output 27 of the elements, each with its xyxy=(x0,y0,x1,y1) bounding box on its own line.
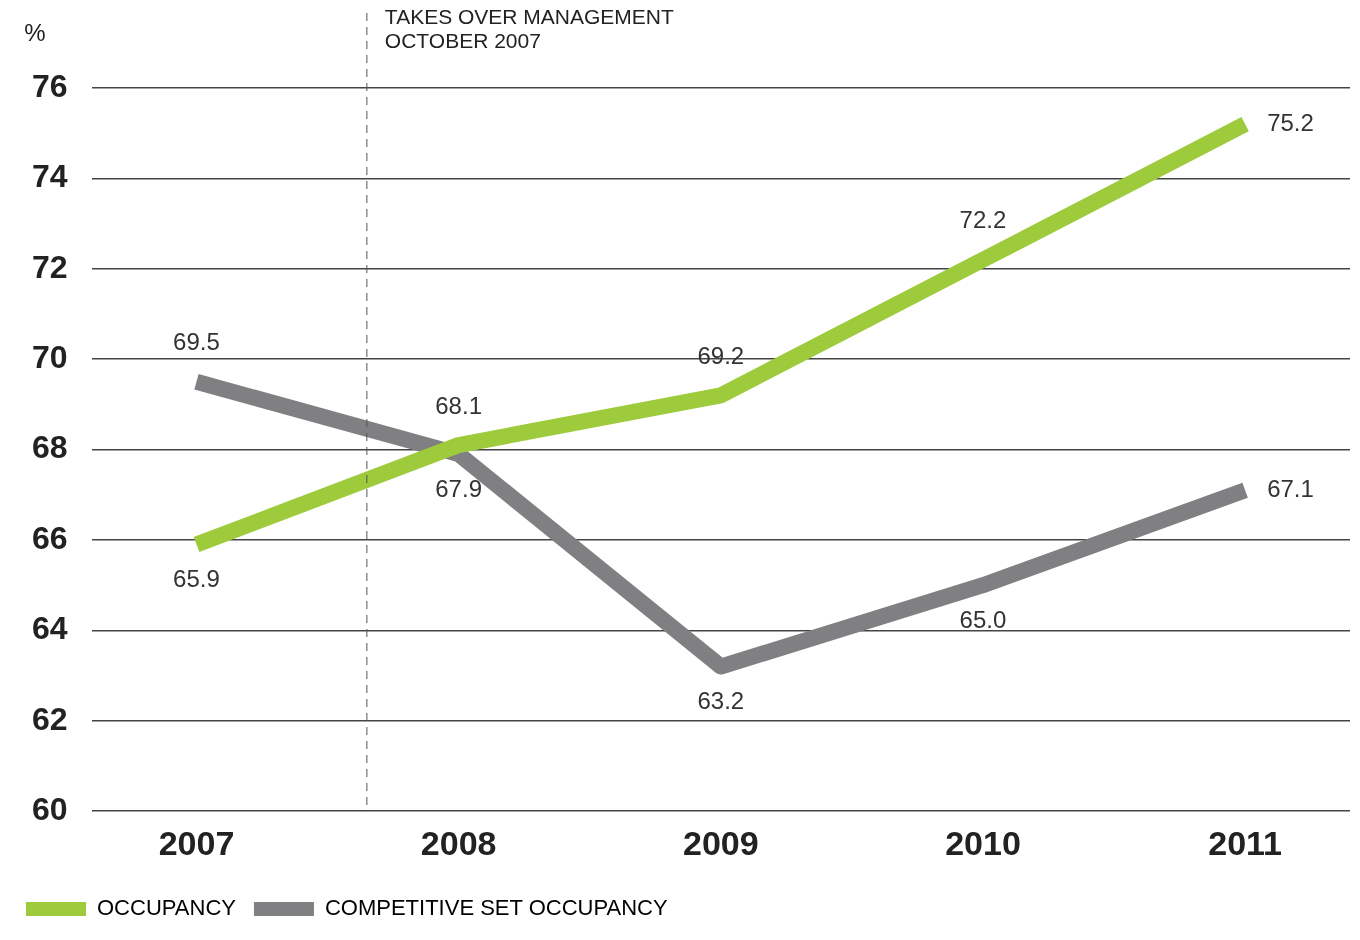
y-tick-label: 74 xyxy=(32,158,68,195)
data-label: 68.1 xyxy=(435,391,482,419)
x-tick-label: 2007 xyxy=(158,823,235,862)
legend-label: OCCUPANCY xyxy=(97,895,237,921)
data-label: 72.2 xyxy=(959,206,1007,234)
x-tick-label: 2008 xyxy=(420,823,497,862)
data-label: 65.0 xyxy=(959,605,1007,633)
y-axis-title: % xyxy=(24,18,46,46)
data-label: 67.1 xyxy=(1267,474,1314,502)
data-label: 69.5 xyxy=(173,328,220,356)
ref-line-label: TAKES OVER MANAGEMENT OCTOBER 2007 xyxy=(384,5,675,53)
legend-label: COMPETITIVE SET OCCUPANCY xyxy=(324,895,668,921)
y-tick-label: 66 xyxy=(32,519,68,556)
data-label: 67.9 xyxy=(435,474,482,502)
data-label: 63.2 xyxy=(697,687,745,715)
data-label: 75.2 xyxy=(1267,108,1314,136)
data-label: 65.9 xyxy=(173,565,220,593)
y-tick-label: 72 xyxy=(32,248,68,285)
x-tick-label: 2009 xyxy=(682,823,759,862)
y-tick-label: 70 xyxy=(32,339,68,376)
y-tick-label: 62 xyxy=(32,700,68,737)
x-tick-label: 2011 xyxy=(1208,823,1283,862)
x-tick-label: 2010 xyxy=(945,823,1021,862)
y-tick-label: 60 xyxy=(32,791,68,828)
y-tick-label: 68 xyxy=(32,429,68,466)
y-tick-label: 64 xyxy=(32,610,68,647)
y-tick-label: 76 xyxy=(32,67,68,104)
